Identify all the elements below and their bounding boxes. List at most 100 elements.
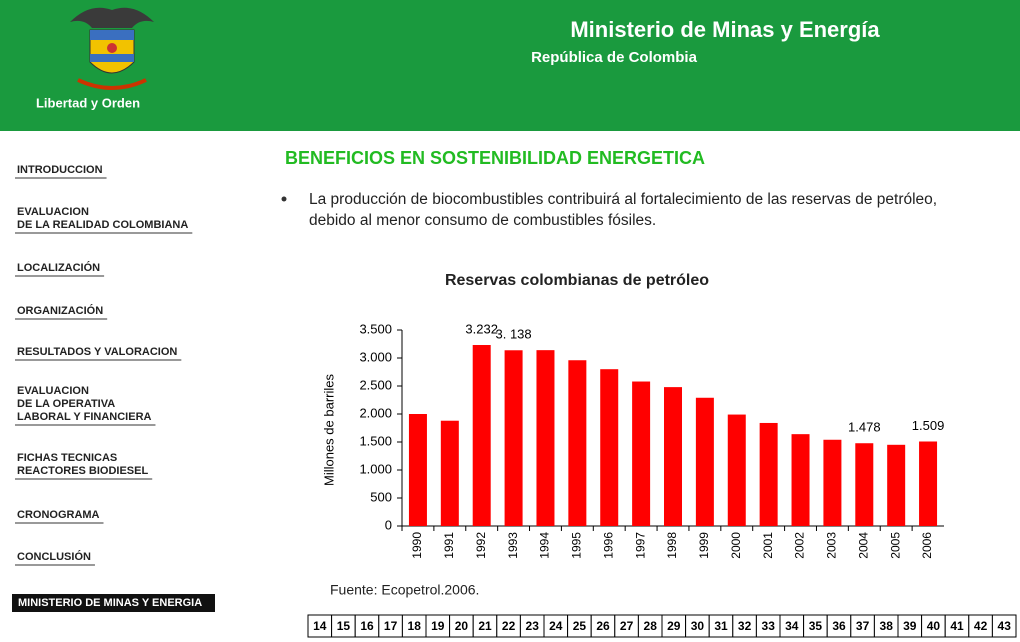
page-number[interactable]: 33 [762,619,776,633]
page-number[interactable]: 39 [903,619,917,633]
header-subtitle: República de Colombia [531,49,698,66]
nav-item[interactable]: LOCALIZACIÓN [17,261,100,274]
nav-item[interactable]: REACTORES BIODIESEL [17,465,148,477]
bar [791,434,810,526]
value-label: 3.232 [465,321,498,336]
page-number[interactable]: 35 [809,619,823,633]
bar [536,350,555,526]
page-number[interactable]: 15 [337,619,351,633]
y-tick-label: 1.500 [359,433,392,448]
page-number[interactable]: 22 [502,619,516,633]
bar [727,414,746,526]
chart-title: Reservas colombianas de petróleo [445,272,709,289]
bar [823,439,842,526]
x-tick-label: 1994 [538,532,552,559]
nav-item[interactable]: EVALUACION [17,385,89,397]
nav-item[interactable]: DE LA REALIDAD COLOMBIANA [17,219,188,231]
bullet-dot [281,196,287,202]
page-number[interactable]: 40 [927,619,941,633]
value-label: 1.478 [848,420,881,435]
nav-item[interactable]: FICHAS TECNICAS [17,452,117,464]
x-tick-label: 2005 [888,532,902,559]
header-motto: Libertad y Orden [36,95,140,110]
page-number[interactable]: 29 [667,619,681,633]
bar [759,422,778,526]
page-number[interactable]: 30 [691,619,705,633]
nav-item[interactable]: INTRODUCCION [17,164,103,176]
page-number[interactable]: 24 [549,619,563,633]
y-tick-label: 2.000 [359,405,392,420]
nav-item[interactable]: DE LA OPERATIVA [17,398,115,410]
nav-item[interactable]: LABORAL Y FINANCIERA [17,411,152,423]
slide-title: BENEFICIOS EN SOSTENIBILIDAD ENERGETICA [285,148,705,168]
y-axis-label: Millones de barriles [321,374,336,486]
page-number[interactable]: 38 [880,619,894,633]
page-number[interactable]: 25 [573,619,587,633]
page-number[interactable]: 16 [360,619,374,633]
page-number[interactable]: 37 [856,619,870,633]
value-label: 3. 138 [496,327,532,342]
page-number[interactable]: 43 [998,619,1012,633]
page-number[interactable]: 36 [832,619,846,633]
nav-item[interactable]: RESULTADOS Y VALORACION [17,346,177,358]
bar [440,420,459,526]
page-number[interactable]: 21 [478,619,492,633]
page-number[interactable]: 17 [384,619,398,633]
nav-item[interactable]: EVALUACION [17,206,89,218]
bar [408,414,427,526]
x-tick-label: 1998 [665,532,679,559]
y-tick-label: 0 [385,517,392,532]
value-label: 1.509 [912,418,945,433]
page-number[interactable]: 41 [950,619,964,633]
x-tick-label: 2004 [856,532,870,559]
x-tick-label: 2001 [761,532,775,559]
x-tick-label: 1990 [410,532,424,559]
x-tick-label: 1993 [506,532,520,559]
x-tick-label: 2006 [920,532,934,559]
x-tick-label: 1995 [570,532,584,559]
x-tick-label: 2002 [793,532,807,559]
bar [919,441,938,526]
y-tick-label: 3.500 [359,321,392,336]
x-tick-label: 2000 [729,532,743,559]
page-number[interactable]: 14 [313,619,327,633]
x-tick-label: 1996 [601,532,615,559]
page-number[interactable]: 31 [714,619,728,633]
bar [855,443,874,526]
source: Fuente: Ecopetrol.2006. [330,582,479,598]
page-number[interactable]: 32 [738,619,752,633]
nav-item[interactable]: CRONOGRAMA [17,509,100,521]
nav-item[interactable]: CONCLUSIÓN [17,550,91,563]
page-number[interactable]: 27 [620,619,634,633]
x-tick-label: 1991 [442,532,456,559]
page-number[interactable]: 26 [596,619,610,633]
nav-active-bg [12,594,215,612]
y-tick-label: 3.000 [359,349,392,364]
header-title: Ministerio de Minas y Energía [570,17,880,42]
page-number[interactable]: 18 [408,619,422,633]
page-number[interactable]: 28 [644,619,658,633]
bar [568,360,587,526]
page-number[interactable]: 23 [526,619,540,633]
y-tick-label: 500 [370,489,392,504]
page-number[interactable]: 34 [785,619,799,633]
x-tick-label: 2003 [825,532,839,559]
bar [600,369,619,526]
x-tick-label: 1997 [633,532,647,559]
nav-active[interactable]: MINISTERIO DE MINAS Y ENERGIA [18,597,202,609]
y-tick-label: 2.500 [359,377,392,392]
bar [472,345,491,526]
coat-of-arms [70,7,154,90]
bar [632,381,651,526]
bar [887,444,906,526]
page-number[interactable]: 20 [455,619,469,633]
page-number[interactable]: 19 [431,619,445,633]
y-tick-label: 1.000 [359,461,392,476]
page-number[interactable]: 42 [974,619,988,633]
bar [695,397,714,526]
nav-item[interactable]: ORGANIZACIÓN [17,304,103,317]
page-box [991,614,1017,638]
bar [504,350,523,526]
bar [664,387,682,526]
